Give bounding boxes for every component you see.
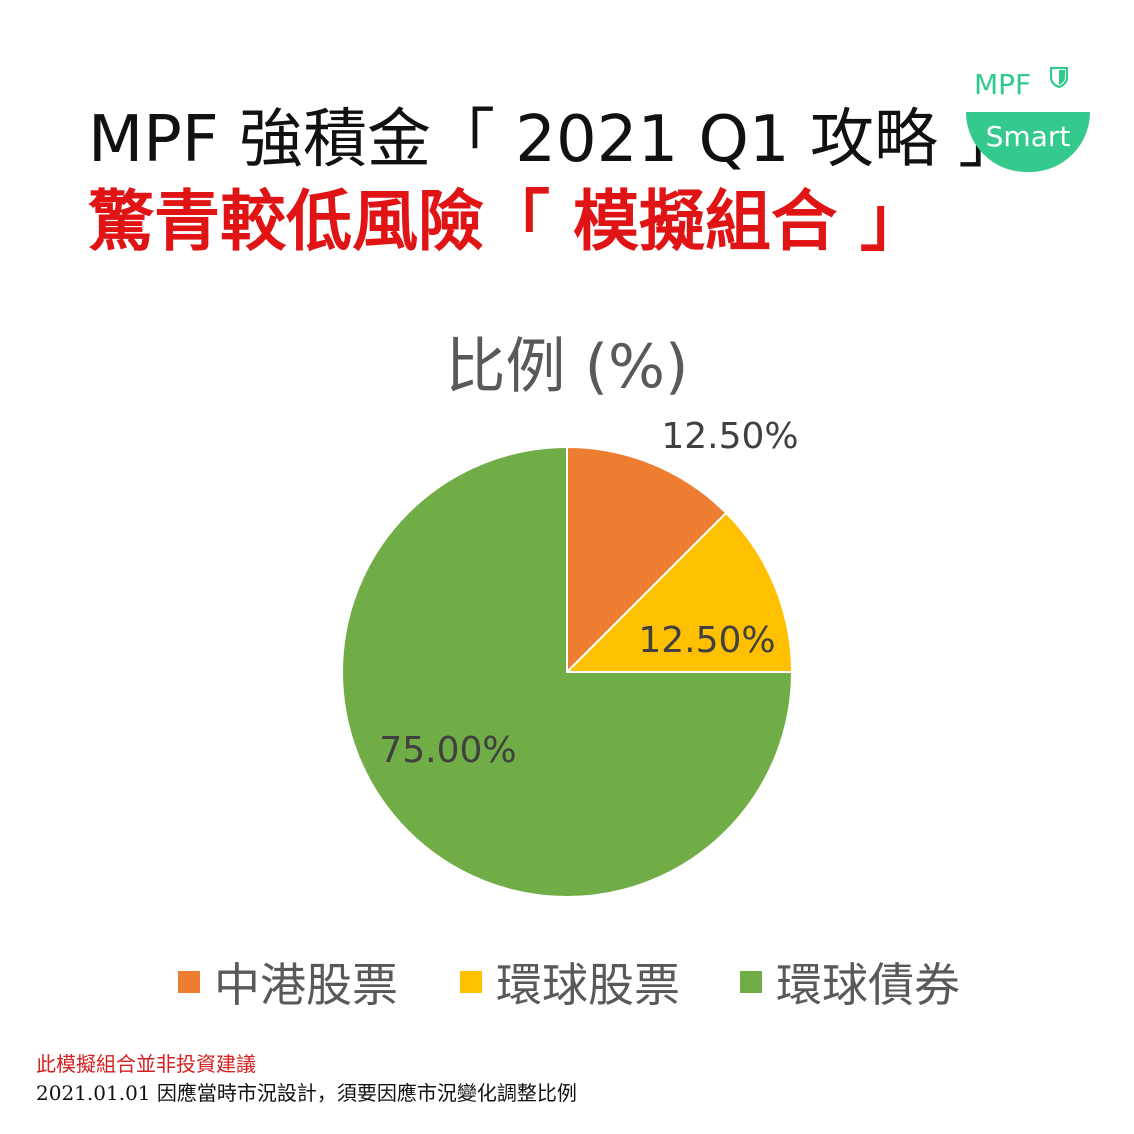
legend-label-1: 環球股票 [496,958,680,1012]
legend-label-0: 中港股票 [214,958,398,1012]
title-line2: 驚青較低風險「 模擬組合 」 [88,183,926,260]
legend: 中港股票 環球股票 環球債券 [0,952,1134,1012]
title-line1: MPF 強積金「 2021 Q1 攻略 」 [88,103,1023,177]
legend-swatch-1 [460,971,482,993]
legend-swatch-2 [740,971,762,993]
legend-swatch-0 [178,971,200,993]
chart-title: 比例 (%) [445,332,689,402]
disclaimer-text: 此模擬組合並非投資建議 [36,1052,256,1076]
legend-item-0: 中港股票 [178,952,398,1012]
pie-slice-0 [566,445,728,675]
legend-item-1: 環球股票 [460,952,680,1012]
data-label-0: 12.50% [661,416,798,457]
legend-item-2: 環球債券 [740,952,960,1012]
logo-bottom-text: Smart [985,120,1071,153]
data-label-1: 12.50% [638,620,775,661]
logo-top-text: MPF [974,68,1032,101]
pie-slice-1 [564,511,794,673]
data-label-2: 75.00% [379,730,516,771]
legend-label-2: 環球債券 [776,958,960,1012]
footnote-text: 2021.01.01 因應當時市況設計，須要因應市況變化調整比例 [36,1081,577,1105]
mpf-smart-logo: MPF Smart [966,60,1090,172]
pie-slice-2 [341,445,794,898]
shield-icon [1050,66,1068,88]
